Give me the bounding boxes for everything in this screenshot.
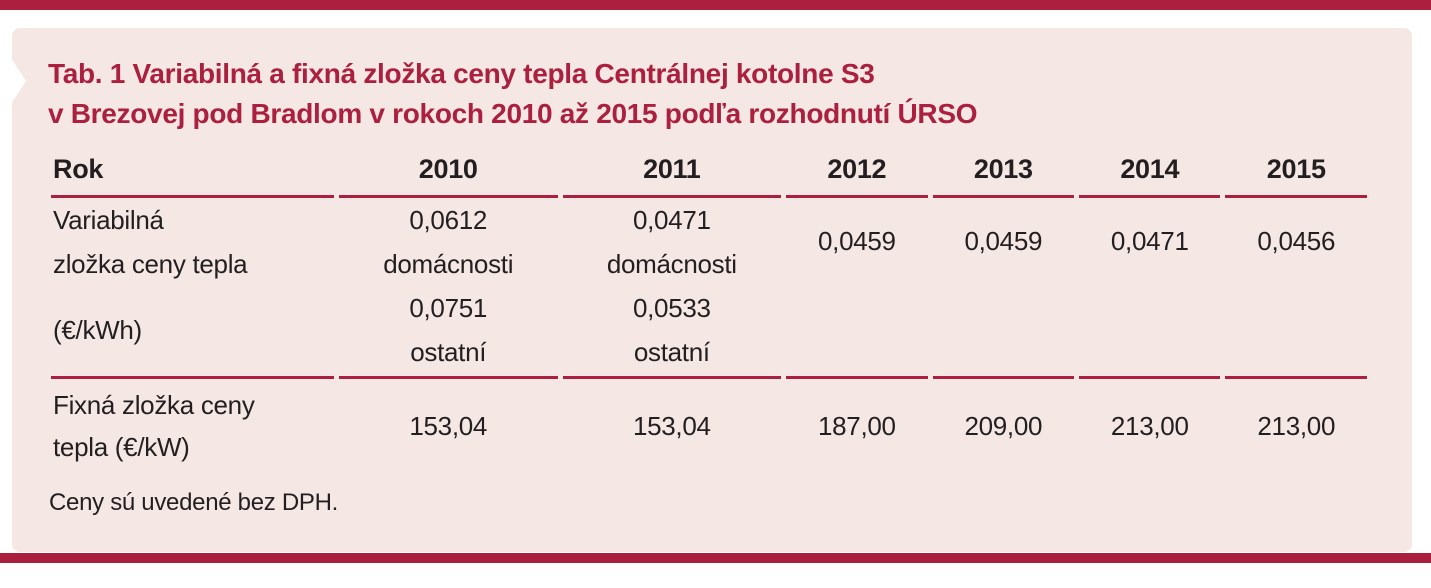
value: 213,00 <box>1257 411 1336 441</box>
heat-price-table: Rok 2010 2011 2012 2013 2014 2015 Variab… <box>46 150 1372 473</box>
cell-variable-2012: 0,0459 <box>786 198 928 379</box>
table-caption: Tab. 1 Variabilná a fixná zložka ceny te… <box>48 54 1372 134</box>
table-header-row: Rok 2010 2011 2012 2013 2014 2015 <box>51 150 1367 198</box>
header-cell-2015: 2015 <box>1225 150 1367 198</box>
cell-fixed-2012: 187,00 <box>786 379 927 473</box>
value-others: 0,0751 <box>409 293 488 323</box>
value: 153,04 <box>632 411 711 441</box>
top-accent-bar <box>0 0 1431 10</box>
row-label-line: Variabilná <box>53 205 164 235</box>
value-households-label: domácnosti <box>383 249 514 279</box>
value: 0,0459 <box>817 226 896 256</box>
header-cell-2013: 2013 <box>932 150 1075 198</box>
cell-variable-2014: 0,0471 <box>1079 198 1221 379</box>
table-caption-line-2: v Brezovej pod Bradlom v rokoch 2010 až … <box>48 98 978 129</box>
value-households: 0,0612 <box>409 205 488 235</box>
header-cell-rok: Rok <box>51 150 334 198</box>
cell-fixed-2011: 153,04 <box>563 379 782 473</box>
row-label-line: Fixná zložka ceny <box>53 390 255 420</box>
header-cell-2012: 2012 <box>786 150 928 198</box>
header-cell-2014: 2014 <box>1079 150 1221 198</box>
vat-footnote: Ceny sú uvedené bez DPH. <box>49 489 338 516</box>
value: 213,00 <box>1110 411 1189 441</box>
row-label-unit: (€/kWh) <box>53 315 142 345</box>
cell-fixed-2014: 213,00 <box>1079 379 1220 473</box>
value: 0,0459 <box>964 226 1043 256</box>
cell-variable-2010: 0,0612 domácnosti 0,0751 ostatní <box>338 198 558 379</box>
value: 0,0456 <box>1257 226 1336 256</box>
value-others-label: ostatní <box>410 337 487 367</box>
value-others-label: ostatní <box>633 337 710 367</box>
table-caption-line-1: Tab. 1 Variabilná a fixná zložka ceny te… <box>48 58 875 89</box>
header-cell-2011: 2011 <box>562 150 782 198</box>
cell-variable-2013: 0,0459 <box>932 198 1075 379</box>
value-others: 0,0533 <box>632 293 711 323</box>
cell-variable-2015: 0,0456 <box>1225 198 1367 379</box>
value-households-label: domácnosti <box>606 249 737 279</box>
table-row-fixed-component: Fixná zložka ceny tepla (€/kW) 153,04 15… <box>51 379 1367 473</box>
table-panel: Tab. 1 Variabilná a fixná zložka ceny te… <box>11 28 1412 552</box>
cell-fixed-2013: 209,00 <box>933 379 1074 473</box>
value-households: 0,0471 <box>632 205 711 235</box>
value: 0,0471 <box>1110 226 1189 256</box>
value: 153,04 <box>409 411 488 441</box>
bottom-accent-bar <box>0 553 1431 563</box>
left-arrow-notch-icon <box>11 58 26 104</box>
value: 209,00 <box>964 411 1043 441</box>
cell-fixed-2010: 153,04 <box>339 379 558 473</box>
cell-variable-2011: 0,0471 domácnosti 0,0533 ostatní <box>562 198 782 379</box>
value: 187,00 <box>817 411 896 441</box>
row-label-line: zložka ceny tepla <box>53 249 248 279</box>
row-label-unit: tepla (€/kW) <box>53 432 190 462</box>
row-label-fixed: Fixná zložka ceny tepla (€/kW) <box>51 379 334 473</box>
row-label-variable: Variabilná zložka ceny tepla (€/kWh) <box>51 198 334 379</box>
header-cell-2010: 2010 <box>338 150 558 198</box>
cell-fixed-2015: 213,00 <box>1225 379 1367 473</box>
table-row-variable-component: Variabilná zložka ceny tepla (€/kWh) 0,0… <box>51 198 1367 379</box>
